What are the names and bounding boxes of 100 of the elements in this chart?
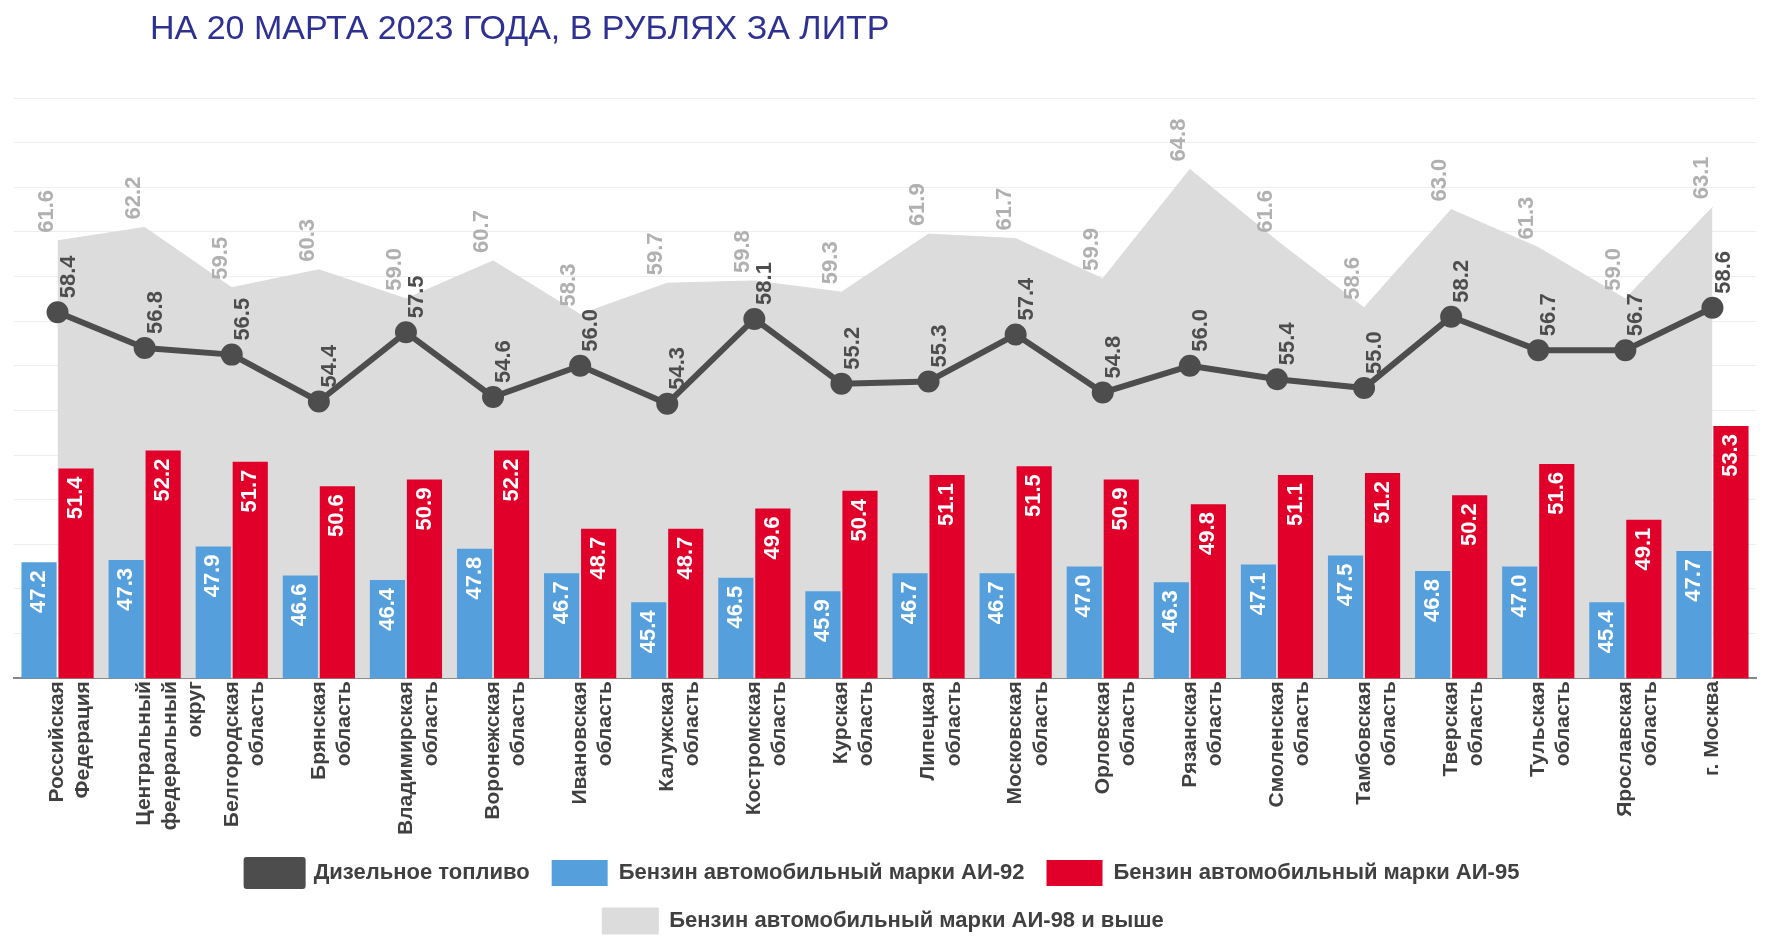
x-tick-label: г. Москва [1699,680,1723,777]
data-label: 46.8 [1418,579,1444,622]
data-label: 56.7 [1622,293,1648,337]
data-label: 63.0 [1426,158,1452,202]
data-label: 56.5 [228,297,254,341]
data-label: 58.4 [54,254,80,299]
data-label: 55.0 [1361,331,1387,375]
point [1614,339,1637,362]
data-label: 45.9 [809,599,834,642]
data-label: 62.2 [119,176,145,220]
data-label: 47.5 [1331,563,1357,607]
data-label: 50.2 [1455,503,1481,547]
data-label: 51.1 [933,483,959,526]
data-label: 59.3 [816,241,842,285]
data-label: 64.8 [1164,118,1190,162]
point [1265,368,1288,391]
data-label: 46.5 [721,585,747,629]
point [394,321,417,344]
data-label: 49.1 [1629,527,1655,571]
data-label: 49.8 [1194,512,1220,555]
point [46,301,69,324]
legend-label: Дизельное топливо [313,859,530,885]
data-label: 51.7 [236,469,262,513]
data-label: 54.3 [664,346,690,390]
point [307,390,330,413]
point [569,354,592,377]
data-label: 48.7 [584,536,610,580]
data-label: 54.4 [315,343,341,388]
data-label: 59.5 [206,236,232,280]
data-label: 61.6 [1252,189,1278,233]
data-label: 51.5 [1020,474,1046,518]
point [1701,296,1724,319]
data-label: 47.3 [112,567,138,611]
data-label: 59.0 [1600,248,1626,291]
point [482,386,505,409]
data-label: 61.3 [1513,196,1539,240]
data-label: 55.4 [1274,321,1300,366]
data-label: 45.4 [634,609,660,654]
legend-label: Бензин автомобильный марки АИ-98 и выше [669,907,1164,933]
data-label: 50.6 [323,494,349,538]
data-label: 56.8 [141,291,167,334]
point [133,336,156,359]
data-label: 57.4 [1012,276,1038,321]
data-label: 46.7 [983,581,1009,625]
data-label: 56.0 [577,308,603,352]
data-label: 56.7 [1535,293,1561,337]
data-label: 46.6 [286,583,312,627]
data-label: 60.3 [293,218,319,262]
data-label: 51.6 [1542,471,1568,515]
data-label: 50.9 [410,487,436,531]
data-label: 58.2 [1448,259,1474,303]
x-tick-label: Российская Федерация [44,681,93,803]
data-label: 59.7 [642,232,668,276]
point [1353,377,1376,400]
data-label: 51.1 [1281,483,1307,526]
legend-label: Бензин автомобильный марки АИ-92 [618,859,1025,885]
point [1527,339,1550,362]
data-label: 45.4 [1592,609,1618,654]
data-label: 49.6 [758,516,784,560]
data-label: 55.3 [925,324,951,368]
point [1440,305,1463,328]
data-label: 47.1 [1244,572,1270,616]
data-label: 46.3 [1157,590,1183,634]
point [743,307,766,330]
point [917,370,940,393]
data-label: 46.4 [373,587,399,631]
data-label: 50.9 [1107,487,1133,531]
data-label: 60.7 [468,210,494,253]
data-label: 52.2 [149,458,175,502]
point [830,372,853,395]
data-label: 54.6 [490,340,516,384]
data-label: 47.0 [1070,574,1096,618]
x-tick-label: Центральный федеральный округ [131,680,205,831]
data-label: 61.6 [32,189,58,233]
data-label: 52.2 [497,458,523,502]
data-label: 58.3 [555,263,581,307]
data-label: 47.2 [25,570,51,613]
data-label: 53.3 [1717,434,1743,477]
legend-label: Бензин автомобильный марки АИ-95 [1113,859,1520,885]
data-label: 61.7 [990,187,1016,231]
chart-title: НА 20 МАРТА 2023 ГОДА, В РУБЛЯХ ЗА ЛИТР [150,8,891,48]
data-label: 51.2 [1368,480,1394,524]
data-label: 63.1 [1687,156,1713,200]
data-label: 47.9 [199,554,225,598]
data-label: 46.7 [547,581,573,625]
point [220,343,243,366]
data-label: 48.7 [671,536,697,580]
data-label: 54.8 [1099,335,1125,379]
data-label: 47.7 [1680,558,1705,602]
point [1091,381,1114,404]
point [656,392,679,415]
data-label: 58.6 [1339,256,1365,300]
data-label: 59.9 [1077,227,1103,271]
point [1004,323,1027,346]
data-label: 47.0 [1505,574,1531,618]
point [1178,354,1201,377]
data-label: 47.8 [460,556,486,600]
data-label: 50.4 [846,497,872,542]
data-label: 58.6 [1709,250,1735,294]
data-label: 46.7 [896,581,922,625]
